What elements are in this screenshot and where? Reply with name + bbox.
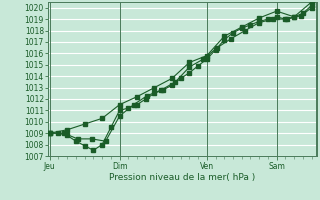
X-axis label: Pression niveau de la mer( hPa ): Pression niveau de la mer( hPa ) — [109, 173, 256, 182]
